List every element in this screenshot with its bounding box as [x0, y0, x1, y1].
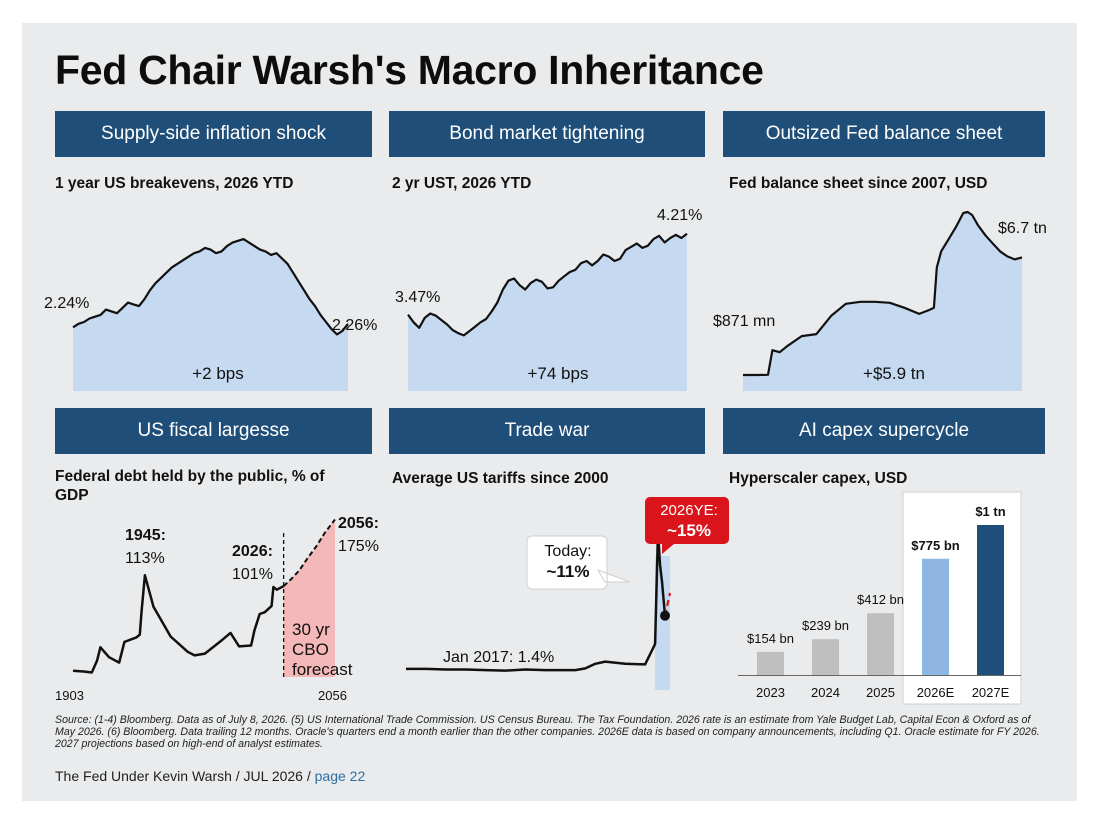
cbo-forecast-line-1: 30 yr — [292, 620, 330, 639]
subtitle-federal-debt: Federal debt held by the public, % of GD… — [55, 468, 325, 504]
now-year-label: 2026: — [232, 543, 273, 560]
end-value-label: 175% — [338, 538, 379, 555]
subtitle-2yr-ust: 2 yr UST, 2026 YTD — [392, 175, 532, 192]
balance-line — [743, 210, 1023, 377]
ye-value: ~15% — [667, 521, 711, 540]
panel-header-trade: Trade war — [389, 408, 705, 454]
tariff-annotation: Jan 2017: 1.4% — [443, 649, 554, 666]
panel-header-inflation: Supply-side inflation shock — [55, 111, 372, 157]
breakevens-change-label: +2 bps — [192, 364, 244, 383]
balance-area — [743, 212, 1022, 391]
chart-federal-debt: 1945: 113% 2026: 101% 2056: 175% 30 yrCB… — [55, 515, 379, 703]
ye-callout: 2026YE: ~15% — [645, 497, 729, 554]
ust-area — [408, 233, 687, 391]
chart-fed-balance: $871 mn $6.7 tn +$5.9 tn — [713, 210, 1047, 391]
subtitle-hyperscaler: Hyperscaler capex, USD — [729, 470, 908, 487]
ye-label: 2026YE: — [660, 502, 718, 519]
panel-header-bond: Bond market tightening — [389, 111, 705, 157]
capex-bar-2024 — [812, 639, 839, 675]
page-number-link[interactable]: page 22 — [314, 768, 366, 784]
panel-header-ai-capex: AI capex supercycle — [723, 408, 1045, 454]
today-value: ~11% — [546, 562, 589, 581]
tariff-line — [406, 529, 667, 672]
balance-end-label: $6.7 tn — [998, 220, 1047, 237]
x-axis-start-label: 1903 — [55, 688, 84, 703]
peak-value-label: 113% — [125, 550, 165, 567]
breakevens-line — [72, 238, 349, 336]
chart-2yr-ust: 3.47% 4.21% +74 bps — [395, 207, 702, 391]
tariff-forecast-shade — [655, 556, 670, 690]
capex-value-label: $412 bn — [857, 592, 904, 607]
breakevens-start-label: 2.24% — [44, 295, 89, 312]
capex-bar-2027E — [977, 525, 1004, 675]
now-value-label: 101% — [232, 566, 273, 583]
ust-start-label: 3.47% — [395, 289, 440, 306]
peak-year-label: 1945: — [125, 527, 166, 544]
cbo-forecast-area — [283, 519, 335, 677]
capex-value-label: $1 tn — [975, 504, 1005, 519]
capex-year-label: 2024 — [811, 685, 840, 700]
capex-bar-2025 — [867, 613, 894, 675]
capex-bar-2023 — [757, 651, 784, 675]
capex-bars: $154 bn 2023 $239 bn 2024 $412 bn 2025 $775 bn… — [738, 504, 1021, 700]
subtitle-breakevens: 1 year US breakevens, 2026 YTD — [55, 175, 294, 192]
debt-projection-line — [282, 518, 336, 587]
debt-history-line — [72, 574, 285, 674]
capex-year-label: 2027E — [972, 685, 1010, 700]
end-year-label: 2056: — [338, 515, 379, 532]
capex-value-label: $775 bn — [911, 538, 959, 553]
capex-value-label: $154 bn — [747, 631, 794, 646]
capex-bar-2026E — [922, 558, 949, 675]
panel-header-balance-sheet: Outsized Fed balance sheet — [723, 111, 1045, 157]
chart-hyperscaler-capex: $154 bn 2023 $239 bn 2024 $412 bn 2025 $775 bn… — [738, 491, 1022, 705]
footer-text: The Fed Under Kevin Warsh / JUL 2026 / — [55, 768, 315, 784]
ust-line — [407, 232, 688, 337]
cbo-forecast-line-2: CBO — [292, 640, 329, 659]
x-axis-end-label: 2056 — [318, 688, 347, 703]
capex-year-label: 2023 — [756, 685, 785, 700]
balance-change-label: +$5.9 tn — [863, 364, 925, 383]
panel-header-fiscal: US fiscal largesse — [55, 408, 372, 454]
subtitle-fed-balance: Fed balance sheet since 2007, USD — [729, 175, 988, 192]
chart-breakevens: 2.24% 2.26% +2 bps — [44, 238, 377, 391]
ust-end-label: 4.21% — [657, 207, 702, 224]
ust-change-label: +74 bps — [528, 364, 589, 383]
balance-start-label: $871 mn — [713, 313, 775, 330]
page-title: Fed Chair Warsh's Macro Inheritance — [55, 47, 764, 93]
subtitle-tariffs: Average US tariffs since 2000 — [392, 470, 609, 487]
tariff-today-marker — [660, 610, 671, 621]
breakevens-area — [73, 239, 348, 391]
source-note: Source: (1-4) Bloomberg. Data as of July… — [55, 714, 1040, 750]
cbo-forecast-line-3: forecast — [292, 660, 353, 679]
today-label: Today: — [544, 543, 591, 560]
capex-year-label: 2026E — [917, 685, 955, 700]
today-callout: Today: ~11% — [526, 535, 631, 590]
breakevens-end-label: 2.26% — [332, 317, 377, 334]
footer: The Fed Under Kevin Warsh / JUL 2026 / p… — [55, 768, 365, 784]
capex-year-label: 2025 — [866, 685, 895, 700]
capex-value-label: $239 bn — [802, 618, 849, 633]
chart-tariffs: Jan 2017: 1.4% Today: ~11% 2026YE: ~15% — [406, 497, 729, 690]
